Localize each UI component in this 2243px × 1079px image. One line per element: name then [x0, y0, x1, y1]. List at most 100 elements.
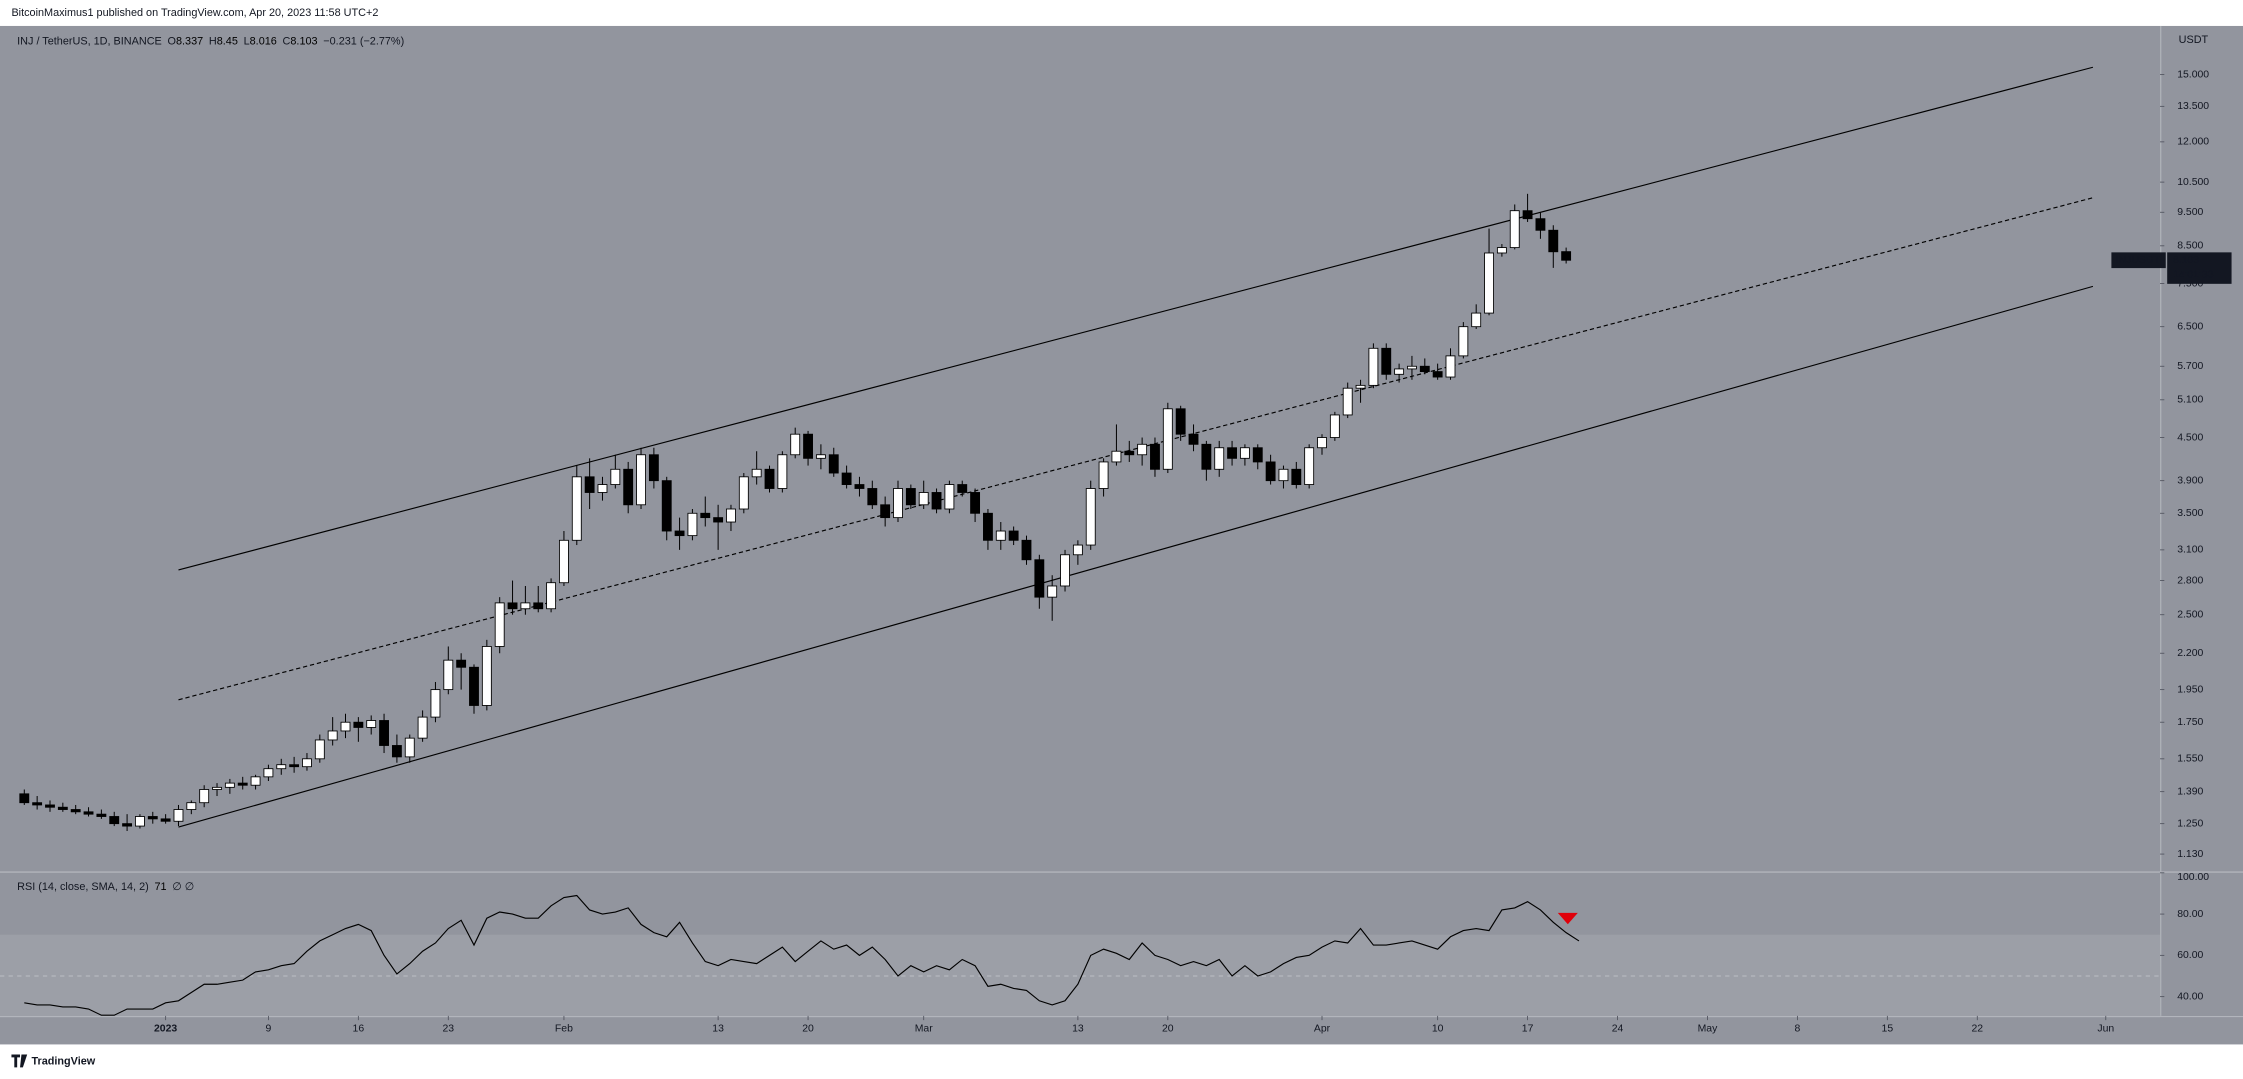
candle-body [751, 468, 762, 478]
candle-body [687, 512, 698, 537]
chart-background [0, 25, 2243, 1045]
candle-body [610, 468, 621, 485]
legend: INJ / TetherUS, 1D, BINANCE RSI (14, clo… [17, 36, 194, 893]
candle-body [841, 472, 852, 485]
candle-body [520, 602, 531, 610]
candle-body [1535, 218, 1546, 231]
ohlc-legend: O8.337 H8.45 L8.016 C8.103 −0.231 (−2.77%) [168, 36, 405, 48]
candle-body [1381, 347, 1392, 375]
y-tick-label: 2.800 [2177, 575, 2203, 586]
candle-body [456, 659, 467, 668]
rsi-band [0, 934, 2161, 1018]
candle-body [918, 492, 929, 506]
candle-body [135, 816, 145, 827]
candle-body [623, 468, 634, 506]
candle-body [1509, 210, 1520, 249]
candle-body [327, 730, 338, 741]
candle-body [1407, 365, 1417, 370]
candle-body [713, 517, 724, 523]
x-tick-label: 17 [1522, 1023, 1534, 1034]
y-tick-label: 1.130 [2177, 849, 2203, 860]
candle-body [1561, 251, 1572, 261]
x-tick-label: 13 [712, 1023, 724, 1034]
candle-body [199, 789, 210, 804]
y-tick-label: 13.500 [2177, 101, 2209, 112]
candle-body [1008, 530, 1019, 541]
candle-body [597, 484, 608, 493]
candle-body [1355, 384, 1366, 389]
candle-body [1188, 433, 1199, 445]
candle-body [1060, 554, 1070, 587]
x-tick-label: 8 [1795, 1023, 1801, 1034]
y-tick-label: 1.950 [2177, 684, 2203, 695]
candle-body [571, 476, 582, 541]
candle-body [45, 804, 55, 808]
candle-body [738, 476, 749, 510]
candle-body [764, 468, 775, 489]
y-tick-label: 1.550 [2177, 754, 2203, 765]
candle-body [19, 793, 30, 804]
x-tick-label: 16 [353, 1023, 365, 1034]
channel-line [178, 285, 2094, 828]
candle-body [1085, 488, 1096, 546]
ticker-tag [2111, 252, 2166, 269]
candle-body [224, 782, 235, 788]
candle-body [212, 786, 222, 790]
candle-body [1522, 210, 1533, 220]
footer-background [0, 1044, 2243, 1079]
candle-body [1278, 468, 1289, 482]
candle-body [790, 433, 801, 456]
x-tick-label: May [1698, 1023, 1718, 1034]
candle-body [880, 504, 891, 519]
candle-body [559, 539, 569, 584]
candle-body [430, 689, 441, 718]
candle-body [1304, 447, 1315, 485]
logo-icon [11, 1054, 28, 1068]
candle-body [828, 454, 839, 474]
y-tick-label: 12.000 [2177, 137, 2209, 148]
channel-line [178, 66, 2094, 571]
candle-body [1021, 539, 1032, 561]
candle-body [674, 530, 685, 537]
y-tick-label: 3.500 [2177, 508, 2203, 519]
candle-body [186, 802, 197, 810]
candle-body [944, 484, 955, 510]
candle-body [726, 508, 736, 523]
candle-body [469, 666, 479, 706]
x-tick-label: 10 [1432, 1023, 1444, 1034]
candle-body [443, 659, 454, 691]
candle-body [160, 818, 171, 822]
y-tick-label: 5.100 [2177, 395, 2203, 406]
x-tick-label: 23 [442, 1023, 454, 1034]
candles [19, 193, 1572, 831]
ohlc-letter: L [244, 36, 250, 48]
candle-body [1162, 408, 1173, 470]
rsi-title: RSI (14, close, SMA, 14, 2) 71 ∅ ∅ [17, 881, 194, 893]
rsi-value: 71 [154, 881, 166, 893]
price-tag-label: 8.103 [2173, 255, 2199, 266]
x-tick-label: 22 [1971, 1023, 1983, 1034]
rsi-extra: ∅ ∅ [172, 881, 194, 893]
ohlc-change: −0.231 (−2.77%) [323, 36, 404, 48]
candle-body [1034, 559, 1045, 598]
rsi-line [24, 894, 1580, 1016]
candle-body [546, 582, 557, 610]
candle-body [263, 768, 274, 778]
countdown: 14:01:33 [2173, 269, 2214, 280]
candle-body [1342, 387, 1353, 416]
candle-body [122, 823, 133, 827]
candle-body [391, 745, 402, 758]
x-tick-label: 2023 [154, 1023, 177, 1034]
unit-label: USDT [2179, 34, 2209, 46]
y-tick-label: 1.750 [2177, 717, 2203, 728]
rsi-y-tick-label: 40.00 [2177, 991, 2203, 1002]
x-tick-label: 24 [1612, 1023, 1624, 1034]
ohlc-letter: C [283, 36, 291, 48]
ohlc-value: 8.45 [217, 36, 238, 48]
candle-body [854, 484, 865, 489]
candle-body [1317, 437, 1327, 449]
bearish-marker [1557, 912, 1578, 925]
candle-body [366, 720, 377, 728]
rsi-y-tick-label: 60.00 [2177, 950, 2203, 961]
